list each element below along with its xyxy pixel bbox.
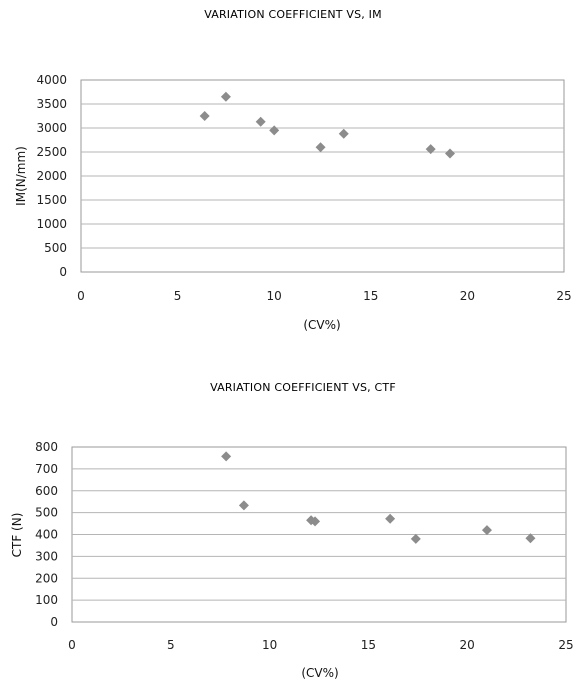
data-point: [315, 142, 326, 153]
x-tick-label: 0: [77, 289, 85, 303]
data-point: [338, 128, 349, 139]
x-tick-label: 5: [167, 638, 175, 652]
data-point: [220, 91, 231, 102]
x-tick-label: 25: [558, 638, 573, 652]
x-tick-label: 15: [363, 289, 378, 303]
x-axis-label: (CV%): [303, 318, 340, 332]
data-point: [221, 451, 232, 462]
y-tick-label: 0: [50, 615, 58, 629]
y-tick-labels: 0 500 1000 1500 2000 2500 3000 3500 4000: [36, 73, 67, 279]
chart-im: VARIATION COEFFICIENT VS, IM 05001000150…: [14, 8, 572, 332]
y-tick-label: 4000: [36, 73, 67, 87]
y-tick-label: 200: [35, 571, 58, 585]
grid-lines: [81, 103, 564, 249]
y-tick-labels: 0 100 200 300 400 500 600 700 800: [35, 440, 58, 629]
grid-lines: [72, 468, 566, 601]
y-axis-label: IM(N/mm): [14, 146, 28, 206]
x-tick-label: 10: [262, 638, 277, 652]
data-point: [525, 533, 536, 544]
data-point: [269, 125, 280, 136]
y-tick-label: 1500: [36, 193, 67, 207]
y-tick-label: 2500: [36, 145, 67, 159]
y-tick-label: 100: [35, 593, 58, 607]
data-points: [221, 451, 536, 544]
data-point: [238, 500, 249, 511]
x-tick-label: 15: [361, 638, 376, 652]
y-axis-label: CTF (N): [10, 513, 24, 558]
chart-ctf: VARIATION COEFFICIENT VS, CTF 0100200300…: [10, 381, 574, 680]
x-tick-labels: 0 5 10 15 20 25: [77, 289, 571, 303]
data-point: [445, 148, 456, 159]
data-point: [310, 516, 321, 527]
y-tick-label: 300: [35, 549, 58, 563]
y-tick-label: 500: [44, 241, 67, 255]
y-tick-label: 500: [35, 506, 58, 520]
data-point: [385, 513, 396, 524]
y-tick-label: 1000: [36, 217, 67, 231]
y-tick-label: 800: [35, 440, 58, 454]
data-point: [255, 116, 266, 127]
x-tick-label: 0: [68, 638, 76, 652]
x-tick-label: 10: [267, 289, 282, 303]
x-tick-label: 5: [174, 289, 182, 303]
x-tick-label: 20: [460, 638, 475, 652]
x-tick-label: 20: [460, 289, 475, 303]
y-tick-label: 0: [59, 265, 67, 279]
y-tick-label: 600: [35, 484, 58, 498]
y-tick-label: 3500: [36, 97, 67, 111]
y-tick-label: 700: [35, 462, 58, 476]
x-axis-label: (CV%): [301, 666, 338, 680]
data-point: [481, 525, 492, 536]
y-tick-label: 2000: [36, 169, 67, 183]
chart-title: VARIATION COEFFICIENT VS, CTF: [210, 381, 396, 394]
data-point: [199, 111, 210, 121]
y-tick-label: 400: [35, 528, 58, 542]
y-tick-label: 3000: [36, 121, 67, 135]
chart-title: VARIATION COEFFICIENT VS, IM: [204, 8, 382, 21]
data-point: [425, 144, 436, 155]
data-points: [199, 91, 456, 159]
data-point: [410, 533, 421, 544]
x-tick-label: 25: [556, 289, 571, 303]
x-tick-labels: 0 5 10 15 20 25: [68, 638, 573, 652]
